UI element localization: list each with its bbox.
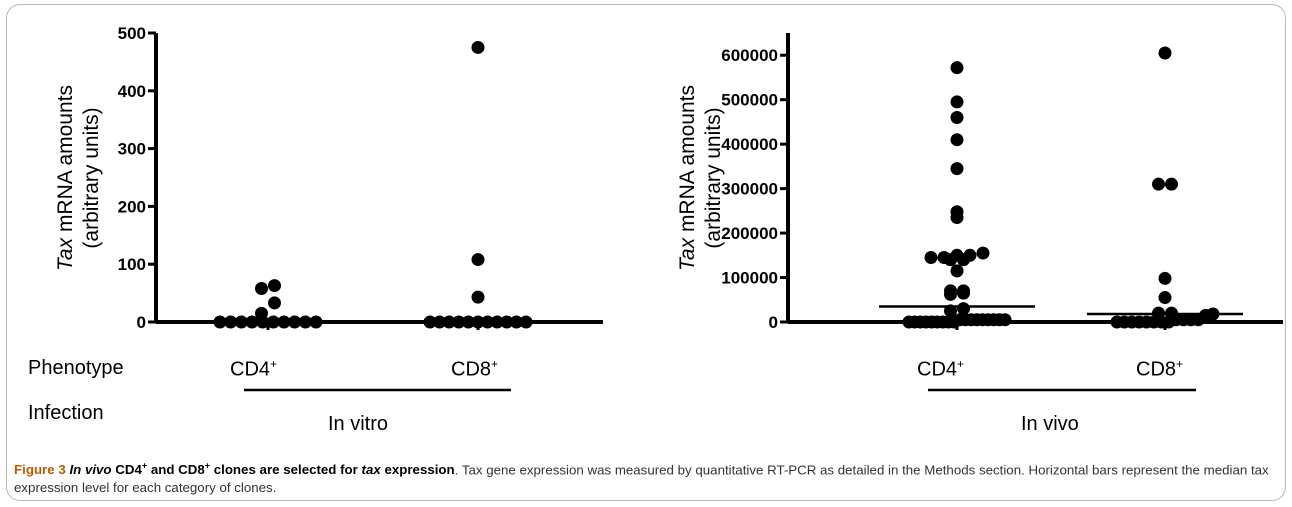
phenotype-cd8-in-vitro: CD8+ [451, 357, 498, 382]
y-axis-label-left-line1: Tax mRNA amounts [54, 85, 77, 271]
group-label-in-vivo: In vivo [1021, 413, 1079, 435]
data-point [224, 315, 238, 329]
phenotype-cd4-in-vitro-sup: + [270, 357, 278, 371]
y-tick-label: 400 [118, 82, 146, 101]
group-label-in-vitro: In vitro [328, 413, 389, 435]
data-point [950, 110, 964, 124]
data-point [1158, 271, 1172, 285]
y-axis-label-right-rest: mRNA amounts [676, 85, 699, 238]
caption-title-italic: In vivo [69, 462, 112, 478]
data-point [256, 315, 270, 329]
data-point [950, 61, 964, 75]
caption-title-part4: expression [380, 462, 455, 478]
caption-body: . Tax gene expression was measured by qu… [14, 462, 1269, 496]
data-point [471, 253, 485, 267]
y-tick-label: 500000 [721, 91, 778, 110]
y-axis-label-left-rest: mRNA amounts [54, 85, 77, 238]
y-tick-label: 400000 [721, 135, 778, 154]
data-point [213, 315, 227, 329]
data-point [519, 315, 533, 329]
data-point [255, 281, 268, 295]
data-point [1158, 46, 1172, 60]
y-axis-label-right-line1: Tax mRNA amounts [676, 85, 699, 271]
infection-row-label: Infection [28, 402, 104, 424]
data-point [245, 315, 259, 329]
y-tick-label: 100000 [721, 269, 778, 288]
data-point [268, 279, 281, 293]
data-point [452, 315, 466, 329]
data-point [944, 287, 957, 301]
figure-charts: Tax mRNA amounts (arbitrary units) 0 100 2… [54, 24, 1283, 392]
phenotype-cd8-in-vitro-base: CD8 [451, 358, 492, 381]
phenotype-cd4-in-vivo-sup: + [957, 357, 965, 371]
data-point [950, 211, 964, 225]
figure-frame [6, 4, 1286, 501]
data-point [288, 315, 302, 329]
y-tick-label: 300 [118, 140, 146, 159]
data-point [1158, 291, 1172, 305]
y-tick-label: 0 [769, 313, 778, 332]
data-point [950, 162, 964, 176]
data-point [423, 315, 437, 329]
data-point [268, 296, 281, 310]
y-tick-label: 200 [118, 197, 146, 216]
caption-title-italic2: tax [361, 462, 381, 478]
y-axis-label-left-italic: Tax [54, 236, 77, 271]
caption-sup-1: + [141, 461, 148, 471]
phenotype-cd8-in-vivo: CD8+ [1136, 357, 1183, 382]
data-point [309, 315, 323, 329]
data-point [234, 315, 248, 329]
data-point [471, 315, 485, 329]
data-point [1152, 177, 1165, 191]
phenotype-cd4-in-vitro-base: CD4 [230, 358, 271, 381]
y-axis-label-right-line2: (arbitrary units) [702, 107, 725, 248]
y-tick-label: 300000 [721, 180, 778, 199]
data-point [950, 95, 964, 109]
data-point [957, 302, 970, 316]
data-point [442, 315, 456, 329]
data-point [957, 286, 970, 300]
data-point [481, 315, 495, 329]
data-point [490, 315, 504, 329]
y-axis-label-left-line2: (arbitrary units) [80, 107, 103, 248]
y-tick-label: 500 [118, 24, 146, 43]
y-tick-label: 0 [137, 313, 146, 332]
data-point [944, 253, 957, 267]
data-point [924, 251, 938, 265]
data-point [266, 315, 280, 329]
phenotype-cd4-in-vitro: CD4+ [230, 357, 277, 382]
data-point [471, 40, 485, 54]
figure-caption: Figure 3 In vivo CD4+ and CD8+ clones ar… [14, 457, 1279, 497]
phenotype-cd8-in-vitro-sup: + [491, 357, 499, 371]
phenotype-cd4-in-vivo: CD4+ [917, 357, 964, 382]
caption-title-part1: CD4 [111, 462, 142, 478]
data-point [957, 253, 970, 267]
phenotype-cd8-in-vivo-sup: + [1176, 357, 1184, 371]
data-point [950, 264, 964, 278]
caption-title-part2: and CD8 [147, 462, 205, 478]
data-point [1165, 177, 1178, 191]
y-tick-label: 600000 [721, 46, 778, 65]
data-point [509, 315, 523, 329]
phenotype-cd4-in-vivo-base: CD4 [917, 358, 958, 381]
y-tick-label: 100 [118, 255, 146, 274]
data-point [461, 315, 475, 329]
data-point [471, 290, 485, 304]
data-point [298, 315, 312, 329]
data-point [433, 315, 447, 329]
data-point [976, 246, 990, 260]
caption-sup-2: + [204, 461, 211, 471]
caption-title-part3: clones are selected for [210, 462, 362, 478]
y-tick-label: 200000 [721, 224, 778, 243]
phenotype-row-label: Phenotype [28, 357, 124, 379]
chart-in-vivo: Tax mRNA amounts (arbitrary units) 0 1000… [676, 33, 1283, 332]
data-point [277, 315, 291, 329]
y-axis-label-right-italic: Tax [676, 236, 699, 271]
data-point [998, 313, 1012, 327]
chart-in-vitro: Tax mRNA amounts (arbitrary units) 0 100 2… [54, 24, 603, 332]
caption-fig-label: Figure 3 [14, 462, 66, 478]
phenotype-cd8-in-vivo-base: CD8 [1136, 358, 1177, 381]
data-point [500, 315, 514, 329]
data-point [950, 133, 964, 147]
